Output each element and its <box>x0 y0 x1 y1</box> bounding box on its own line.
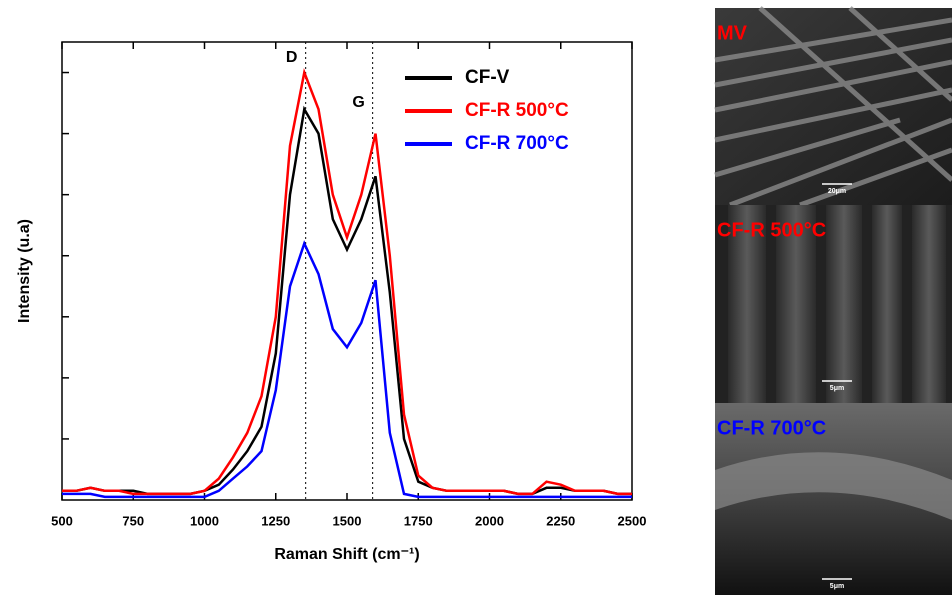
x-tick-label: 1750 <box>404 513 433 528</box>
x-tick-label: 2500 <box>618 513 647 528</box>
series-line <box>62 105 632 496</box>
x-tick-label: 2250 <box>546 513 575 528</box>
legend-label: CF-R 500°C <box>465 100 569 121</box>
x-axis-label: Raman Shift (cm⁻¹) <box>274 546 419 563</box>
image-label: MV <box>717 22 748 44</box>
annotation-label: G <box>352 94 364 111</box>
scale-label: 5μm <box>830 583 844 590</box>
x-tick-label: 1000 <box>190 513 219 528</box>
x-tick-label: 1500 <box>333 513 362 528</box>
scale-label: 5μm <box>830 385 844 392</box>
image-label: CF-R 500°C <box>717 219 826 241</box>
legend-label: CF-R 700°C <box>465 133 569 154</box>
x-tick-label: 750 <box>122 513 144 528</box>
image-label: CF-R 700°C <box>717 417 826 439</box>
series-line <box>62 68 632 496</box>
x-tick-label: 500 <box>51 513 73 528</box>
sem-panel-3 <box>715 403 952 595</box>
sem-panel-2 <box>715 205 952 403</box>
legend-label: CF-V <box>465 67 510 88</box>
annotation-label: D <box>286 49 298 66</box>
y-axis-label: Intensity (u.a) <box>16 219 33 323</box>
x-tick-label: 1250 <box>261 513 290 528</box>
series-line <box>62 240 632 499</box>
x-tick-label: 2000 <box>475 513 504 528</box>
sem-panel-1 <box>714 6 952 208</box>
scale-label: 20μm <box>828 188 846 195</box>
